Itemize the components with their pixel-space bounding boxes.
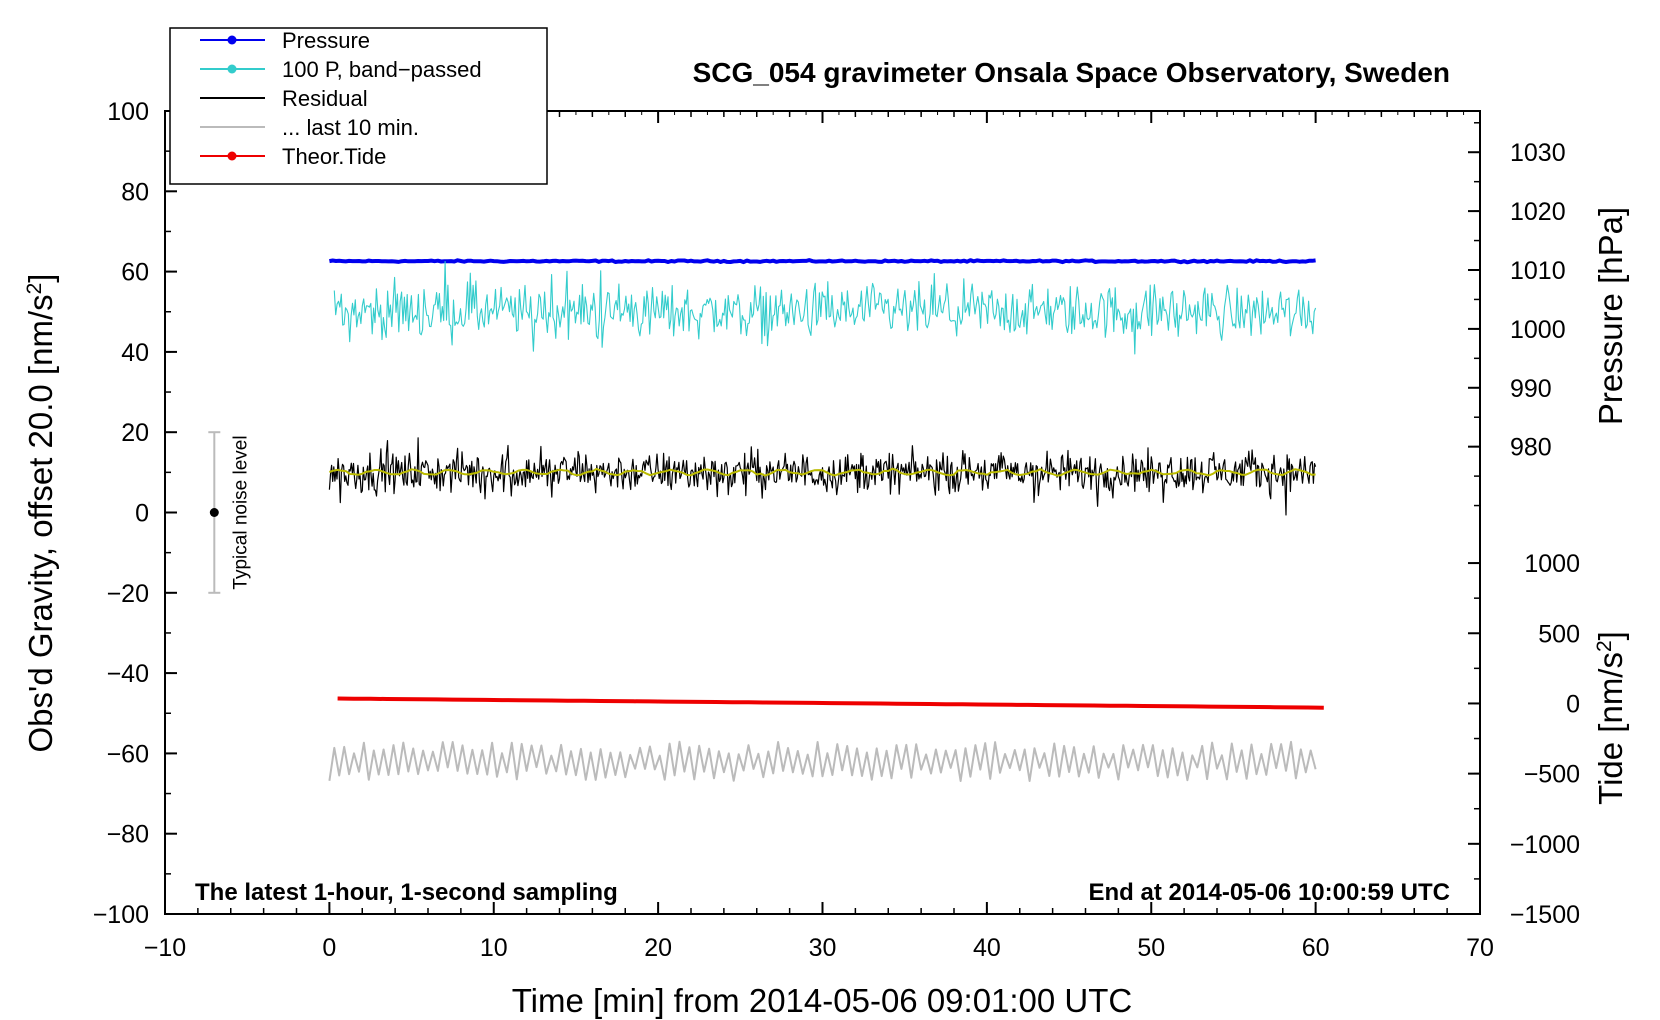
- x-tick-label: −10: [144, 934, 186, 962]
- tide-tick-label: 0: [1566, 690, 1580, 718]
- pressure-tick-label: 1020: [1510, 198, 1566, 226]
- legend-label: ... last 10 min.: [282, 115, 419, 140]
- y-axis-left-title-text: Obs'd Gravity, offset 20.0 [nm/s: [22, 294, 59, 752]
- tide-tick-label: −500: [1524, 761, 1580, 789]
- tide-axis-title-close: ]: [1592, 631, 1629, 640]
- x-tick-label: 10: [480, 934, 508, 962]
- noise-bar-label: Typical noise level: [230, 435, 251, 589]
- pressure-tick-label: 980: [1510, 434, 1552, 462]
- x-axis-title: Time [min] from 2014-05-06 09:01:00 UTC: [512, 982, 1133, 1019]
- x-tick-label: 50: [1137, 934, 1165, 962]
- y-tick-left-label: 20: [121, 419, 149, 447]
- x-tick-label: 40: [973, 934, 1001, 962]
- tide-axis-title-text: Tide [nm/s: [1592, 652, 1629, 805]
- x-tick-label: 0: [322, 934, 336, 962]
- y-tick-left-label: 40: [121, 339, 149, 367]
- y-tick-left-label: 100: [107, 98, 149, 126]
- x-tick-label: 20: [644, 934, 672, 962]
- y-tick-left-label: 60: [121, 259, 149, 287]
- series-line-100-p-band-passed: 100 P, band−passed: [333, 260, 1317, 355]
- tide-axis-title-sup: 2: [1593, 640, 1616, 652]
- chart-title: SCG_054 gravimeter Onsala Space Observat…: [693, 57, 1450, 88]
- y-axis-left-title-close: ]: [22, 274, 59, 283]
- legend-swatch-marker: [227, 35, 237, 45]
- noise-level-bar: Typical noise level: [208, 431, 251, 594]
- pressure-tick-label: 1000: [1510, 316, 1566, 344]
- series-line-residual-smoothed: Residual smoothed: [329, 467, 1316, 477]
- tide-tick-label: −1000: [1510, 831, 1580, 859]
- tide-tick-label: −1500: [1510, 901, 1580, 929]
- pressure-tick-label: 1030: [1510, 139, 1566, 167]
- y-tick-left-label: −80: [107, 821, 149, 849]
- tide-tick-label: 1000: [1524, 550, 1580, 578]
- legend-label: 100 P, band−passed: [282, 57, 482, 82]
- x-tick-label: 30: [809, 934, 837, 962]
- series-line-pressure: Pressure: [329, 258, 1316, 265]
- series-line-residual: Residual: [328, 437, 1317, 516]
- y-tick-left-label: −60: [107, 740, 149, 768]
- pressure-axis-title: Pressure [hPa]: [1592, 207, 1629, 425]
- y-tick-left-label: −100: [93, 901, 149, 929]
- legend-label: Theor.Tide: [282, 144, 386, 169]
- tide-axis-title: Tide [nm/s2]: [1592, 631, 1629, 805]
- legend: Pressure 100 P, band−passed Residual ... la…: [169, 27, 548, 185]
- y-tick-left-label: 80: [121, 178, 149, 206]
- x-tick-label: 60: [1302, 934, 1330, 962]
- pressure-tick-label: 1010: [1510, 257, 1566, 285]
- note-left: The latest 1-hour, 1-second sampling: [195, 879, 618, 906]
- legend-label: Pressure: [282, 28, 370, 53]
- legend-swatch-marker: [227, 151, 237, 161]
- x-tick-label: 70: [1466, 934, 1494, 962]
- series-line-theor-tide: Theor.Tide: [337, 696, 1324, 710]
- ticks-layer: −10 0 10 20 30 40 50 60 70−100−80−60−40−20020406…: [93, 98, 1580, 962]
- y-axis-left-title: Obs'd Gravity, offset 20.0 [nm/s2]: [22, 274, 59, 753]
- y-tick-left-label: −20: [107, 580, 149, 608]
- series-line-last-10-min: ... last 10 min.: [328, 740, 1317, 782]
- note-right: End at 2014-05-06 10:00:59 UTC: [1089, 879, 1451, 906]
- y-tick-left-label: 0: [135, 500, 149, 528]
- noise-bar-center-dot: [209, 508, 219, 517]
- legend-label: Residual: [282, 86, 368, 111]
- tide-tick-label: 500: [1538, 620, 1580, 648]
- legend-swatch-marker: [227, 64, 237, 74]
- pressure-tick-label: 990: [1510, 375, 1552, 403]
- y-tick-left-label: −40: [107, 660, 149, 688]
- y-axis-left-title-sup: 2: [23, 283, 46, 295]
